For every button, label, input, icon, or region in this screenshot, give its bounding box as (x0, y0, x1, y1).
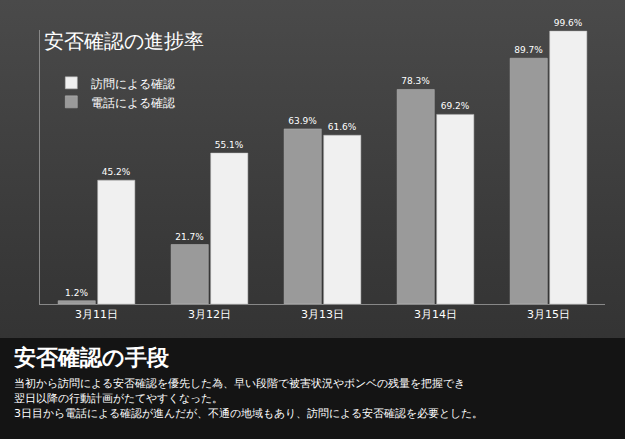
svg-text:1.2%: 1.2% (65, 288, 88, 298)
svg-text:21.7%: 21.7% (175, 232, 204, 242)
html-text:当初から訪問による安否確認を優先した為、早い段階で被害状況や: 当初から訪問による安否確認を優先した為、早い段階で被害状況やボンベの残量を把握で… (14, 377, 465, 390)
svg-text:訪問による確認: 訪問による確認 (91, 77, 175, 91)
svg-text:69.2%: 69.2% (441, 101, 470, 111)
svg-text:99.6%: 99.6% (554, 18, 583, 28)
svg-text:安否確認の進捗率: 安否確認の進捗率 (44, 29, 204, 53)
svg-text:電話による確認: 電話による確認 (91, 96, 175, 110)
svg-text:3月15日: 3月15日 (527, 308, 570, 321)
svg-text:3月12日: 3月12日 (188, 308, 231, 321)
svg-text:61.6%: 61.6% (328, 122, 357, 132)
html-text:翌日以降の行動計画がたてやすくなった。: 翌日以降の行動計画がたてやすくなった。 (14, 392, 223, 405)
svg-text:3月13日: 3月13日 (301, 308, 344, 321)
svg-text:3月14日: 3月14日 (414, 308, 457, 321)
html-text:3日目から電話による確認が進んだが、不通の地域もあり、訪問に: 3日目から電話による確認が進んだが、不通の地域もあり、訪問による安否確認を必要と… (14, 407, 483, 420)
svg-text:55.1%: 55.1% (215, 140, 244, 150)
svg-text:3月11日: 3月11日 (75, 308, 118, 321)
svg-text:78.3%: 78.3% (401, 76, 430, 86)
svg-text:63.9%: 63.9% (288, 116, 317, 126)
html-text:安否確認の手段: 安否確認の手段 (14, 345, 169, 370)
svg-text:45.2%: 45.2% (102, 167, 131, 177)
svg-text:89.7%: 89.7% (514, 45, 543, 55)
